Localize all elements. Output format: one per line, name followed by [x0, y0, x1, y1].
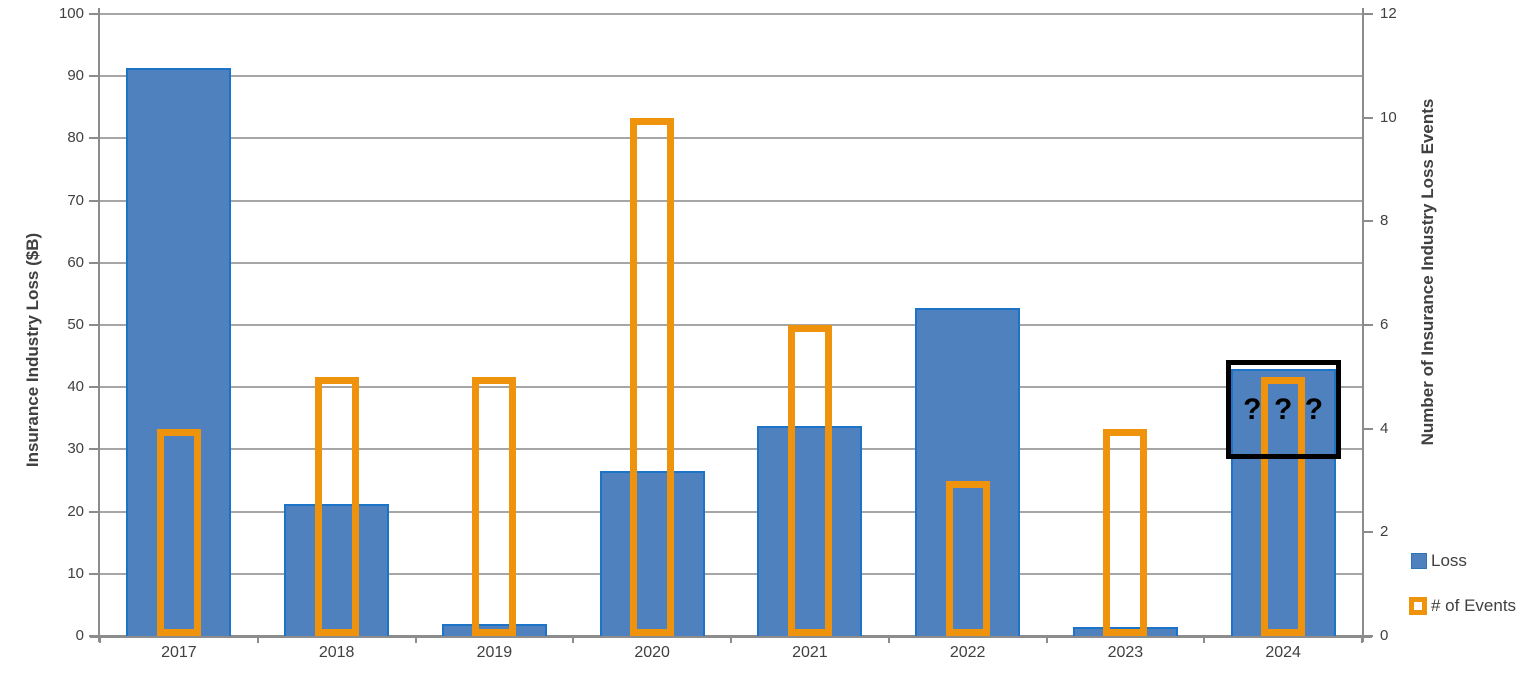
- y-axis-right-tick-label: 2: [1380, 523, 1389, 541]
- legend-item-events: # of Events: [1409, 596, 1516, 616]
- bar-events-2017: [156, 428, 201, 636]
- bar-loss-2022: [915, 307, 1021, 636]
- y-axis-left-tick: [89, 510, 100, 513]
- gridline: [100, 510, 1362, 513]
- bar-loss-2021: [757, 426, 863, 636]
- x-axis-tick: [730, 636, 732, 643]
- y-axis-left-tick: [89, 635, 100, 637]
- bar-events-2022: [945, 480, 990, 636]
- y-axis-left-tick: [89, 324, 100, 326]
- gridline: [100, 448, 1362, 451]
- y-axis-right-tick: [1364, 324, 1373, 326]
- y-axis-left-tick-label: 40: [67, 378, 84, 396]
- y-axis-title-right: Number of Insurance Industry Loss Events: [1418, 98, 1437, 446]
- y-axis-left-tick: [89, 261, 100, 264]
- gridline: [100, 75, 1362, 78]
- bar-loss-2018: [284, 504, 390, 636]
- x-axis-tick: [1045, 636, 1048, 643]
- x-axis-label-2018: 2018: [318, 644, 355, 661]
- x-axis-tick: [887, 636, 890, 643]
- bar-loss-2017: [126, 68, 232, 636]
- y-axis-left-tick-label: 50: [67, 316, 84, 333]
- y-axis-right-tick-label: 6: [1380, 316, 1389, 333]
- bar-events-2021: [787, 325, 832, 636]
- gridline: [100, 386, 1362, 389]
- x-axis-tick: [572, 636, 575, 643]
- bar-events-2020: [630, 117, 675, 636]
- gridline: [100, 261, 1362, 264]
- x-axis-tick: [1203, 636, 1206, 643]
- y-axis-right-tick: [1364, 116, 1373, 119]
- y-axis-right-tick-label: 0: [1380, 627, 1389, 644]
- bar-events-2019: [472, 376, 517, 636]
- x-axis-tick: [99, 636, 101, 643]
- bar-events-2023: [1103, 428, 1148, 636]
- legend-item-loss: Loss: [1411, 551, 1467, 571]
- y-axis-left-tick: [89, 75, 100, 78]
- gridline: [100, 199, 1362, 202]
- y-axis-right-tick: [1364, 427, 1373, 430]
- gridline: [100, 137, 1362, 140]
- y-axis-left-tick: [89, 13, 100, 15]
- y-axis-right-tick-label: 8: [1380, 212, 1389, 230]
- y-axis-right-tick: [1364, 220, 1373, 223]
- y-axis-left-tick-label: 30: [67, 440, 84, 458]
- highlight-box: ???: [1225, 360, 1341, 459]
- x-axis-label-2019: 2019: [476, 644, 513, 661]
- bar-loss-2024: [1230, 368, 1336, 636]
- y-axis-right-tick: [1364, 13, 1373, 15]
- question-mark: ?: [1243, 392, 1262, 426]
- gridline: [100, 13, 1362, 15]
- x-axis-tick: [414, 636, 417, 643]
- y-axis-right-tick-label: 12: [1380, 5, 1397, 22]
- y-axis-right-tick: [1364, 635, 1373, 637]
- bar-events-2024: [1261, 376, 1306, 636]
- y-axis-left-tick: [89, 572, 100, 575]
- x-axis-label-2021: 2021: [792, 644, 828, 661]
- x-axis-label-2024: 2024: [1265, 644, 1301, 661]
- x-axis-tick: [256, 636, 259, 643]
- y-axis-left-tick-label: 10: [67, 564, 84, 582]
- y-axis-right-tick-label: 10: [1380, 108, 1397, 126]
- y-axis-left-tick-label: 0: [75, 627, 84, 644]
- bar-events-2018: [314, 376, 359, 636]
- x-axis-label-2022: 2022: [949, 644, 986, 661]
- legend-label-events: # of Events: [1431, 596, 1517, 615]
- y-axis-left-tick-label: 80: [67, 129, 84, 147]
- y-axis-left-tick-label: 20: [67, 502, 84, 520]
- loss-legend-marker-icon: [1411, 553, 1427, 569]
- gridline: [100, 324, 1362, 326]
- x-axis-label-2023: 2023: [1107, 644, 1144, 661]
- y-axis-left-tick: [89, 448, 100, 451]
- y-axis-left-tick-label: 60: [67, 253, 84, 271]
- y-axis-line-right: [1362, 8, 1364, 642]
- y-axis-right-tick-label: 4: [1380, 419, 1389, 437]
- y-axis-left-tick-label: 70: [67, 191, 84, 209]
- events-legend-marker-icon: [1409, 597, 1427, 615]
- x-axis-label-2020: 2020: [634, 644, 670, 661]
- y-axis-left-tick-label: 100: [58, 5, 84, 22]
- y-axis-left-tick: [89, 386, 100, 389]
- gridline: [100, 572, 1362, 575]
- x-axis-tick: [1361, 636, 1363, 643]
- y-axis-left-tick-label: 90: [67, 67, 84, 85]
- y-axis-left-tick: [89, 137, 100, 140]
- y-axis-left-tick: [89, 199, 100, 202]
- question-mark: ?: [1273, 392, 1293, 426]
- x-axis-label-2017: 2017: [161, 644, 197, 661]
- legend-label-loss: Loss: [1431, 551, 1467, 570]
- question-mark: ?: [1304, 392, 1324, 426]
- y-axis-right-tick: [1364, 531, 1373, 534]
- bar-loss-2020: [599, 471, 705, 636]
